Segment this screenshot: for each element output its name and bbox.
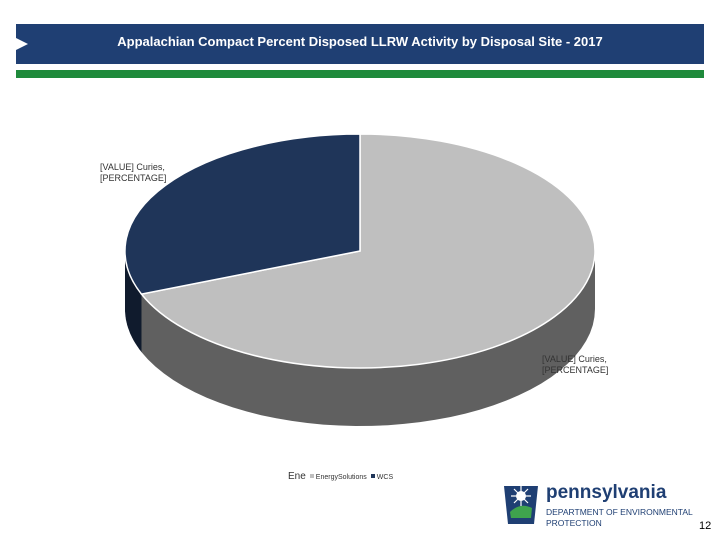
logo-wordmark: pennsylvania [546, 482, 667, 503]
pie-slice-wcs [124, 133, 361, 295]
chart-title: Appalachian Compact Percent Disposed LLR… [117, 34, 603, 49]
logo-subtitle: DEPARTMENT OF ENVIRONMENTAL PROTECTION [546, 507, 693, 528]
pie-slice-energysolutions [140, 133, 596, 369]
legend-swatch-wcs [370, 473, 375, 478]
data-label-wcs: [VALUE] Curies, [PERCENTAGE] [100, 162, 166, 183]
keystone-icon [504, 486, 538, 524]
pie-side-wcs [125, 251, 142, 353]
pie-side-energysolutions [141, 251, 595, 426]
data-label-energysolutions: [VALUE] Curies, [PERCENTAGE] [542, 354, 608, 375]
legend-label-energysolutions: EnergySolutions [315, 474, 367, 481]
title-divider [16, 70, 704, 78]
legend-label-wcs: WCS [376, 474, 394, 481]
title-arrow-icon [16, 38, 28, 50]
legend-swatch-energysolutions [309, 473, 314, 478]
page-number: 12 [699, 520, 712, 532]
chart-legend: Ene EnergySolutions WCS [288, 471, 393, 482]
pa-dep-logo: pennsylvania DEPARTMENT OF ENVIRONMENTAL… [498, 482, 698, 530]
title-bar: Appalachian Compact Percent Disposed LLR… [16, 24, 704, 64]
legend-label-energysolutions-large: Ene [288, 471, 306, 482]
